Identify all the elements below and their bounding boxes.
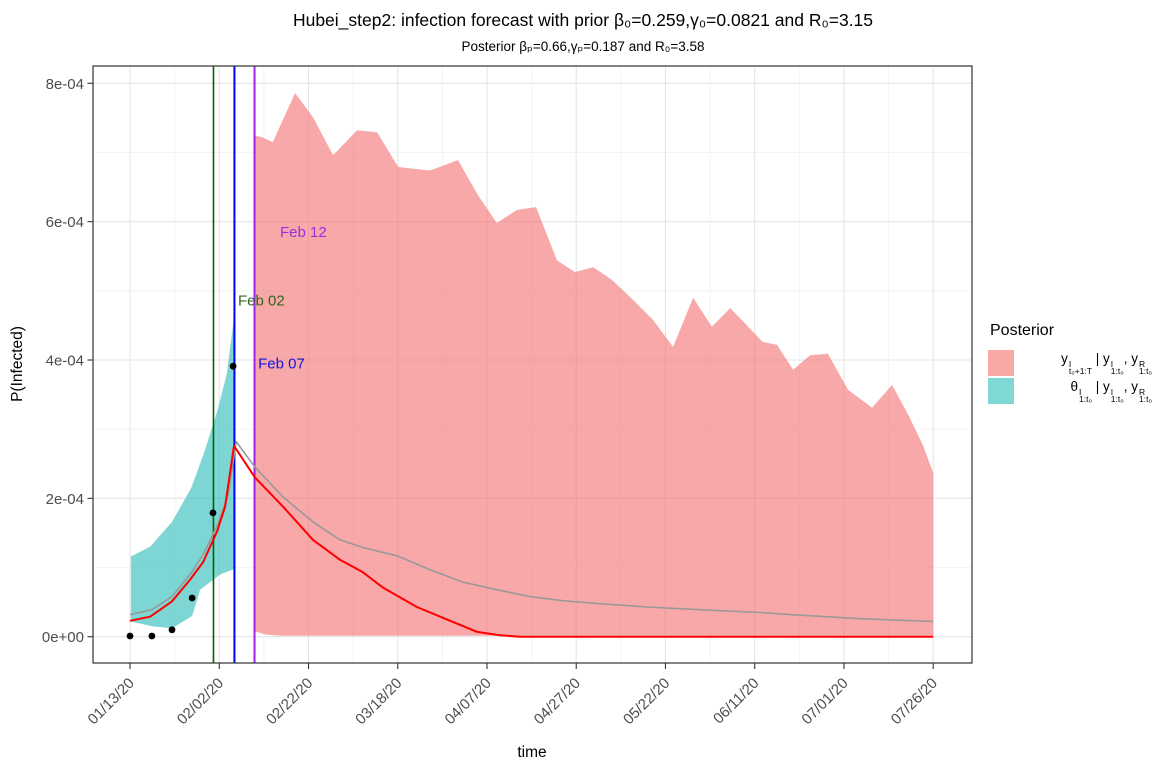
observation-point [168, 626, 176, 634]
y-tick-label: 0e+00 [42, 629, 84, 646]
lines-layer [129, 440, 934, 638]
x-tick-label: 07/01/20 [798, 675, 851, 728]
legend-label-estimate-band: θ I 1:t₀ | y I 1:t₀, y R 1:t₀ [1070, 379, 1152, 404]
annotations-layer: Feb 02 Feb 07 Feb 12 [238, 224, 327, 372]
annotation-feb-02: Feb 02 [238, 292, 285, 309]
observation-point [209, 509, 217, 517]
panel-border [92, 65, 973, 664]
grey-curve [129, 440, 934, 623]
legend-item-estimate-band: θ I 1:t₀ | y I 1:t₀, y R 1:t₀ [988, 378, 1152, 404]
y-tick-label: 4e-04 [46, 353, 84, 370]
x-tick-label: 05/22/20 [620, 675, 673, 728]
x-tick-label: 02/02/20 [174, 675, 227, 728]
legend-title: Posterior [990, 322, 1055, 339]
x-tick-label: 04/07/20 [442, 675, 495, 728]
x-tick-label: 01/13/20 [85, 675, 138, 728]
observation-point [148, 632, 156, 640]
x-tick-label: 04/27/20 [531, 675, 584, 728]
red-curve [129, 444, 934, 638]
legend-swatch-forecast-band [988, 350, 1014, 376]
points-layer [126, 362, 237, 640]
observation-point [188, 594, 196, 602]
legend-swatch-estimate-band [988, 378, 1014, 404]
annotation-feb-12: Feb 12 [280, 224, 327, 241]
annotation-feb-07: Feb 07 [258, 355, 305, 372]
x-tick-label: 02/22/20 [263, 675, 316, 728]
forecast-ribbon [253, 93, 934, 636]
observation-point [126, 632, 134, 640]
chart-subtitle: Posterior βₚ=0.66,γₚ=0.187 and R₀=3.58 [462, 39, 705, 54]
y-tick-label: 6e-04 [46, 214, 84, 231]
x-axis-title: time [517, 744, 546, 761]
x-tick-label: 03/18/20 [352, 675, 405, 728]
y-tick-label: 2e-04 [46, 491, 84, 508]
chart-title: Hubei_step2: infection forecast with pri… [293, 10, 873, 31]
y-tick-label: 8e-04 [46, 76, 84, 93]
y-axis-title: P(Infected) [9, 326, 26, 402]
x-tick-label: 06/11/20 [710, 675, 763, 728]
observation-point [229, 362, 237, 370]
x-tick-label: 07/26/20 [888, 675, 941, 728]
